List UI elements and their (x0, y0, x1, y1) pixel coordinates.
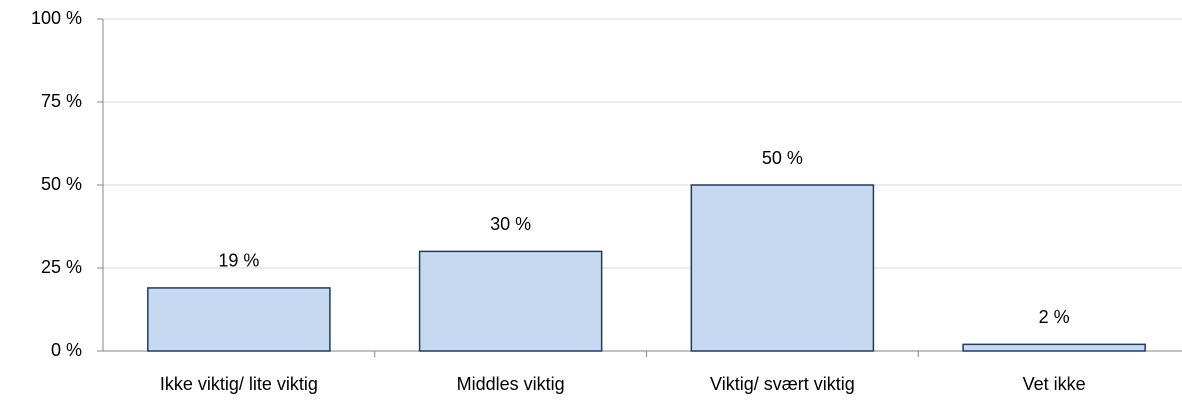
data-label: 50 % (762, 148, 803, 168)
data-label: 30 % (490, 214, 531, 234)
data-label: 2 % (1039, 307, 1070, 327)
x-tick-label: Viktig/ svært viktig (710, 374, 855, 394)
data-label: 19 % (218, 251, 259, 271)
x-tick-label: Middles viktig (457, 374, 565, 394)
x-tick-label: Vet ikke (1023, 374, 1086, 394)
x-tick-label: Ikke viktig/ lite viktig (160, 374, 318, 394)
bar (690, 184, 875, 352)
bar (147, 287, 331, 352)
y-tick-label: 50 % (41, 174, 82, 194)
y-tick-label: 75 % (41, 91, 82, 111)
y-tick-label: 25 % (41, 257, 82, 277)
y-tick-label: 100 % (31, 8, 82, 28)
bar (418, 250, 603, 352)
y-tick-label: 0 % (51, 340, 82, 360)
bar (962, 343, 1146, 352)
